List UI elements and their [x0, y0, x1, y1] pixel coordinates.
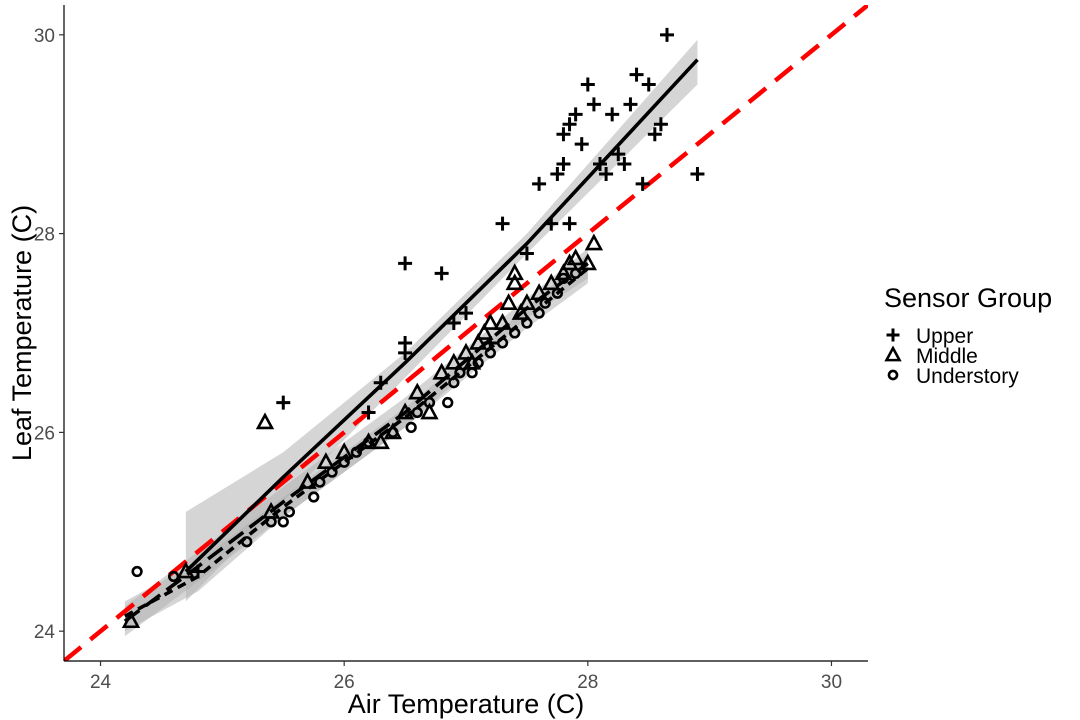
fit-line-upper — [184, 58, 699, 573]
y-tick-label: 26 — [34, 423, 55, 444]
fit-lines — [123, 58, 699, 623]
legend-key-middle — [884, 345, 902, 362]
point-understory — [277, 516, 289, 528]
point-middle — [432, 362, 451, 380]
point-middle — [578, 253, 598, 271]
point-upper — [580, 77, 595, 92]
reference-line-group — [64, 5, 868, 661]
y-tick-label: 30 — [34, 26, 55, 47]
point-upper — [568, 107, 583, 122]
point-understory — [167, 570, 180, 583]
point-understory — [405, 421, 417, 434]
point-understory — [539, 297, 551, 309]
point-upper — [556, 127, 571, 142]
legend-label-upper: Upper — [916, 325, 973, 348]
y-tick-label: 24 — [34, 622, 56, 643]
legend-title: Sensor Group — [884, 283, 1052, 313]
point-understory — [466, 367, 478, 379]
y-axis-title: Leaf Temperature (C) — [7, 205, 37, 461]
point-middle — [408, 382, 427, 400]
point-upper — [459, 306, 473, 321]
point-middle — [505, 263, 524, 281]
point-upper — [617, 157, 632, 172]
point-understory — [131, 565, 143, 578]
point-upper — [629, 67, 644, 82]
point-upper — [398, 256, 413, 271]
point-upper — [623, 97, 638, 112]
point-upper — [586, 97, 601, 112]
legend-key-understory — [887, 369, 899, 381]
legend-key-upper — [886, 328, 900, 342]
point-middle — [420, 402, 439, 420]
point-middle — [371, 432, 390, 450]
x-tick-label: 30 — [821, 672, 842, 693]
point-middle — [505, 273, 524, 291]
point-upper — [398, 345, 413, 360]
point-understory — [454, 367, 466, 379]
y-tick-label: 28 — [34, 225, 55, 246]
legend-label-middle: Middle — [916, 345, 978, 368]
reference-line-1to1 — [64, 5, 868, 661]
point-upper — [599, 166, 614, 181]
point-upper — [635, 176, 650, 191]
point-upper — [611, 147, 626, 162]
point-understory — [308, 491, 320, 503]
point-middle — [475, 322, 494, 340]
point-middle — [542, 273, 561, 291]
point-middle — [255, 412, 275, 430]
point-understory — [283, 506, 296, 518]
x-axis-title: Air Temperature (C) — [348, 689, 585, 719]
point-upper — [574, 137, 589, 152]
point-upper — [562, 117, 577, 132]
point-upper — [641, 77, 656, 92]
point-middle — [566, 248, 585, 266]
point-middle — [554, 263, 573, 281]
point-middle — [316, 452, 336, 470]
x-tick-label: 28 — [577, 672, 598, 693]
point-understory — [551, 287, 564, 299]
point-upper — [605, 107, 620, 122]
point-upper — [556, 157, 571, 172]
point-middle — [584, 233, 604, 251]
point-understory — [326, 466, 338, 478]
point-upper — [562, 216, 577, 231]
point-middle — [481, 312, 500, 330]
x-tick-label: 24 — [90, 672, 112, 693]
ci-ribbon-understory — [124, 253, 588, 632]
point-upper — [519, 246, 534, 261]
point-upper — [361, 405, 376, 420]
point-middle — [444, 352, 464, 370]
point-upper — [550, 166, 565, 181]
point-upper — [495, 216, 510, 231]
point-upper — [690, 166, 705, 181]
point-middle — [560, 253, 579, 271]
point-upper — [446, 316, 461, 331]
point-upper — [647, 127, 662, 142]
fit-line-understory — [124, 266, 589, 618]
point-upper — [434, 266, 449, 281]
fit-line-middle — [123, 261, 589, 623]
point-understory — [387, 426, 399, 439]
axis-ticks: 24 26 28 30 24 26 28 30 — [34, 26, 842, 693]
point-upper — [653, 117, 668, 132]
point-middle — [298, 472, 317, 489]
point-understory — [442, 396, 454, 409]
legend-label-understory: Understory — [916, 365, 1019, 388]
point-upper — [532, 176, 547, 191]
point-upper — [276, 395, 291, 410]
point-upper — [660, 27, 674, 42]
x-tick-label: 26 — [334, 672, 355, 693]
ci-ribbon-upper — [185, 39, 698, 602]
point-middle — [499, 293, 518, 310]
axes — [63, 5, 868, 662]
